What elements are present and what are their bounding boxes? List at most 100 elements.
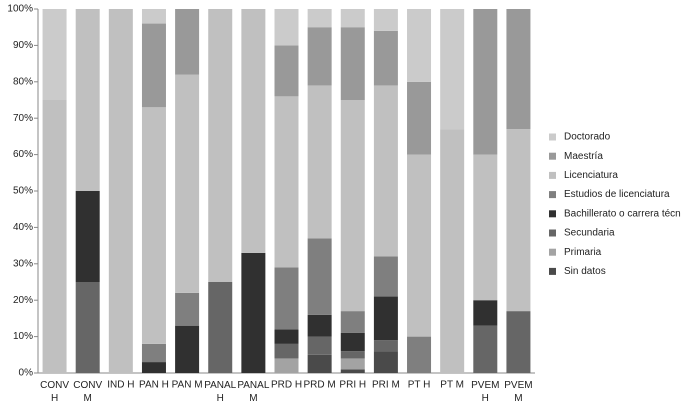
bar-segment bbox=[340, 100, 365, 312]
bar-segment bbox=[506, 129, 531, 312]
bar-segment bbox=[274, 267, 299, 330]
x-tick-label-line: PVEM bbox=[471, 380, 499, 391]
bar-segment bbox=[373, 30, 398, 86]
bar-segment bbox=[141, 107, 166, 344]
bar-segment bbox=[440, 9, 465, 130]
bar-segment bbox=[42, 9, 67, 100]
bar-segment bbox=[307, 9, 332, 28]
y-tick-label: 50% bbox=[13, 186, 33, 197]
bar-segment bbox=[42, 100, 67, 373]
bar-segment bbox=[373, 340, 398, 352]
bar-segment bbox=[141, 23, 166, 108]
bar-segment bbox=[373, 9, 398, 31]
bar-segment bbox=[373, 351, 398, 373]
legend-label: Estudios de licenciatura bbox=[564, 189, 670, 200]
y-tick-label: 80% bbox=[13, 76, 33, 87]
bar-segment bbox=[340, 351, 365, 359]
x-tick-label: PT H bbox=[408, 380, 431, 391]
bar-segment bbox=[141, 362, 166, 373]
bar-segment bbox=[506, 311, 531, 373]
bar-segment bbox=[307, 336, 332, 355]
bar-segment bbox=[440, 129, 465, 373]
bar-segment bbox=[340, 332, 365, 352]
bar-segment bbox=[473, 9, 498, 155]
bar-segment bbox=[241, 252, 266, 373]
x-tick-label-line: PANAL bbox=[237, 380, 269, 391]
x-tick-label-line: PVEM bbox=[504, 380, 532, 391]
bar-segment bbox=[141, 343, 166, 363]
x-tick-label: PANAL M bbox=[237, 380, 269, 402]
bar-segment bbox=[506, 9, 531, 130]
x-tick-label-line: CONV bbox=[40, 380, 69, 391]
bar-segment bbox=[75, 9, 100, 191]
bar-segment bbox=[274, 45, 299, 97]
y-tick-label: 90% bbox=[13, 40, 33, 51]
x-tick-label-line: M bbox=[514, 393, 522, 402]
bar-segment bbox=[274, 329, 299, 344]
bar-segment bbox=[175, 74, 200, 293]
y-tick-label: 60% bbox=[13, 149, 33, 160]
x-tick-label: PAN H bbox=[139, 380, 169, 391]
bar-segment bbox=[373, 296, 398, 341]
bar-segment bbox=[208, 282, 233, 373]
bar-segment bbox=[373, 256, 398, 297]
legend-label: Primaria bbox=[564, 247, 602, 258]
bar-segment bbox=[307, 314, 332, 337]
x-tick-label-line: M bbox=[249, 393, 257, 402]
x-tick-label-line: M bbox=[84, 393, 92, 402]
legend-swatch bbox=[549, 267, 556, 275]
bar-segment bbox=[274, 343, 299, 359]
bar-segment bbox=[407, 336, 432, 373]
bar-segment bbox=[373, 85, 398, 257]
x-tick-label: PVEM M bbox=[504, 380, 532, 402]
bar-segment bbox=[175, 292, 200, 326]
legend-swatch bbox=[549, 210, 556, 218]
x-tick-label-line: CONV bbox=[73, 380, 102, 391]
x-tick-label: PT M bbox=[440, 380, 464, 391]
bar-segment bbox=[75, 191, 100, 282]
y-tick-label: 0% bbox=[19, 368, 34, 379]
legend-label: Sin datos bbox=[564, 266, 606, 277]
y-tick-label: 20% bbox=[13, 295, 33, 306]
bar-segment bbox=[473, 325, 498, 373]
bar-segment bbox=[175, 9, 200, 75]
x-tick-label: PRD M bbox=[304, 380, 336, 391]
legend-label: Maestría bbox=[564, 151, 603, 162]
y-tick-label: 10% bbox=[13, 331, 33, 342]
bar-segment bbox=[307, 354, 332, 373]
bar-segment bbox=[307, 27, 332, 86]
bar-segment bbox=[75, 282, 100, 373]
x-tick-label: PRI M bbox=[372, 380, 400, 391]
x-tick-label-line: H bbox=[217, 393, 224, 402]
bar-segment bbox=[274, 9, 299, 46]
legend-swatch bbox=[549, 171, 556, 179]
legend-swatch bbox=[549, 133, 556, 141]
x-tick-label: PANAL H bbox=[204, 380, 236, 402]
bar-segment bbox=[340, 27, 365, 101]
bar-segment bbox=[241, 9, 266, 253]
bar-segment bbox=[340, 369, 365, 373]
legend-swatch bbox=[549, 229, 556, 237]
legend-swatch bbox=[549, 248, 556, 256]
x-tick-label: CONV H bbox=[40, 380, 69, 402]
x-tick-label-line: H bbox=[51, 393, 58, 402]
legend-label: Doctorado bbox=[564, 132, 611, 143]
bar-segment bbox=[407, 81, 432, 155]
bar-segment bbox=[108, 9, 133, 373]
x-tick-label: PRD H bbox=[271, 380, 302, 391]
x-tick-label: PRI H bbox=[339, 380, 366, 391]
bar-segment bbox=[340, 311, 365, 333]
bar-segment bbox=[307, 85, 332, 239]
bar-segment bbox=[340, 358, 365, 370]
bar-segment bbox=[208, 9, 233, 282]
bar-segment bbox=[307, 238, 332, 315]
legend-label: Secundaria bbox=[564, 228, 615, 239]
x-tick-label-line: PANAL bbox=[204, 380, 236, 391]
bar-segment bbox=[407, 9, 432, 82]
legend-swatch bbox=[549, 152, 556, 160]
y-tick-label: 70% bbox=[13, 113, 33, 124]
bar-segment bbox=[274, 96, 299, 268]
x-tick-label: PAN M bbox=[172, 380, 203, 391]
y-tick-label: 100% bbox=[7, 4, 33, 15]
